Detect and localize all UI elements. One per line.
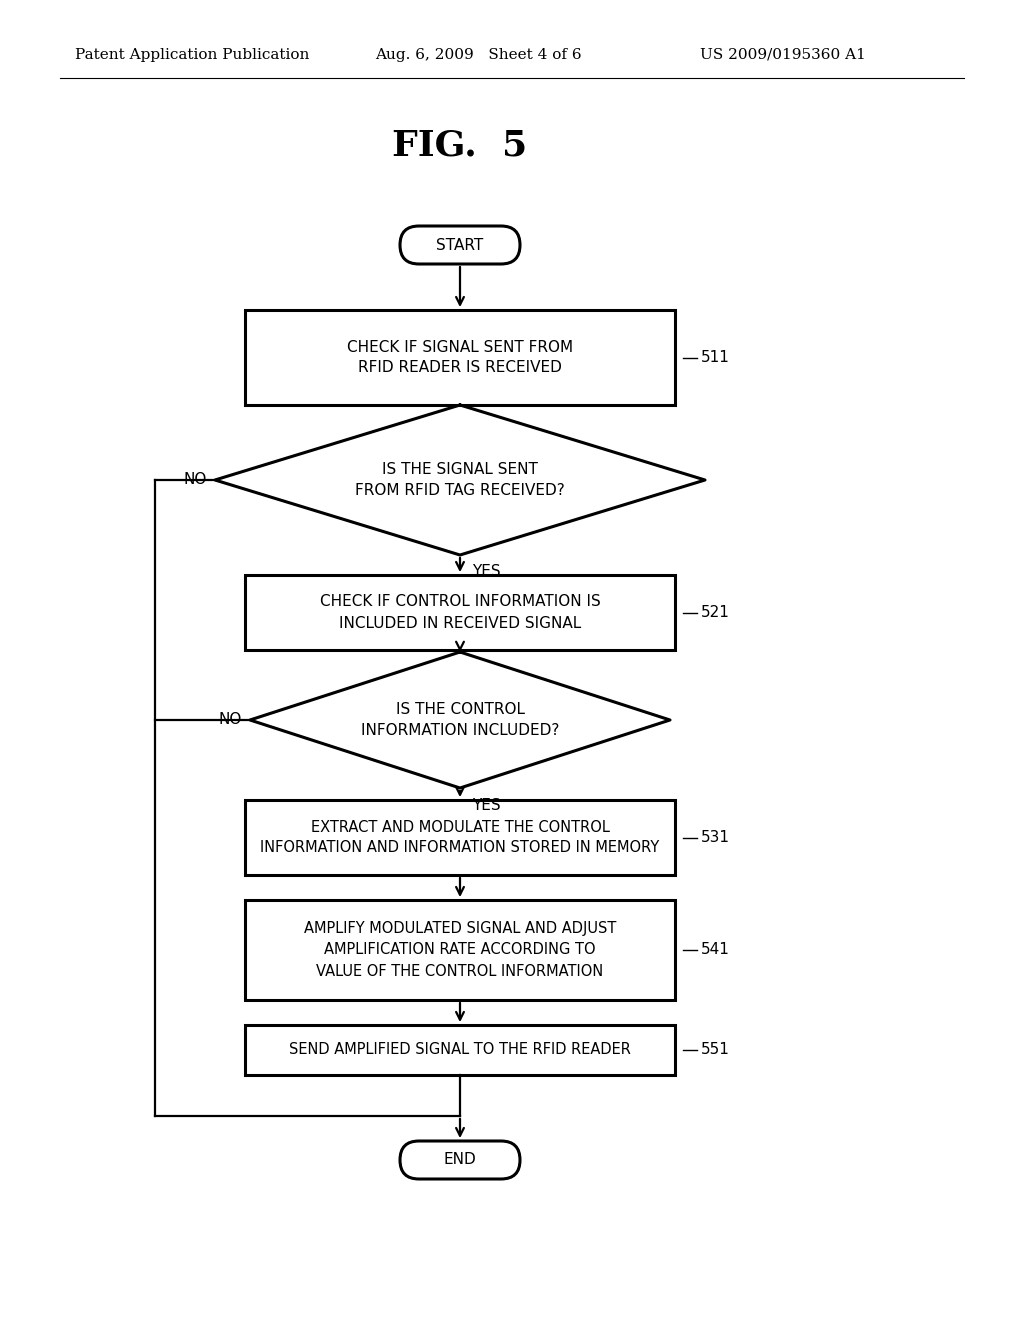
Text: CHECK IF SIGNAL SENT FROM
RFID READER IS RECEIVED: CHECK IF SIGNAL SENT FROM RFID READER IS…: [347, 339, 573, 375]
Text: Patent Application Publication: Patent Application Publication: [75, 48, 309, 62]
FancyBboxPatch shape: [400, 226, 520, 264]
FancyBboxPatch shape: [400, 1140, 520, 1179]
Bar: [245, 900, 675, 1001]
Text: NO: NO: [219, 713, 242, 727]
Text: END: END: [443, 1152, 476, 1167]
Bar: [245, 310, 675, 405]
Text: FIG.  5: FIG. 5: [392, 128, 527, 162]
Text: US 2009/0195360 A1: US 2009/0195360 A1: [700, 48, 866, 62]
Text: YES: YES: [472, 565, 501, 579]
Text: EXTRACT AND MODULATE THE CONTROL
INFORMATION AND INFORMATION STORED IN MEMORY: EXTRACT AND MODULATE THE CONTROL INFORMA…: [260, 820, 659, 855]
Text: SEND AMPLIFIED SIGNAL TO THE RFID READER: SEND AMPLIFIED SIGNAL TO THE RFID READER: [289, 1043, 631, 1057]
Text: IS THE SIGNAL SENT
FROM RFID TAG RECEIVED?: IS THE SIGNAL SENT FROM RFID TAG RECEIVE…: [355, 462, 565, 498]
Text: 511: 511: [701, 350, 730, 366]
Text: 521: 521: [701, 605, 730, 620]
Text: AMPLIFY MODULATED SIGNAL AND ADJUST
AMPLIFICATION RATE ACCORDING TO
VALUE OF THE: AMPLIFY MODULATED SIGNAL AND ADJUST AMPL…: [304, 921, 616, 978]
Text: START: START: [436, 238, 483, 252]
Text: 551: 551: [701, 1043, 730, 1057]
Bar: [245, 1026, 675, 1074]
Bar: [245, 576, 675, 649]
Text: 531: 531: [701, 830, 730, 845]
Bar: [245, 800, 675, 875]
Text: CHECK IF CONTROL INFORMATION IS
INCLUDED IN RECEIVED SIGNAL: CHECK IF CONTROL INFORMATION IS INCLUDED…: [319, 594, 600, 631]
Text: Aug. 6, 2009   Sheet 4 of 6: Aug. 6, 2009 Sheet 4 of 6: [375, 48, 582, 62]
Text: 541: 541: [701, 942, 730, 957]
Text: YES: YES: [472, 797, 501, 813]
Text: IS THE CONTROL
INFORMATION INCLUDED?: IS THE CONTROL INFORMATION INCLUDED?: [360, 702, 559, 738]
Text: NO: NO: [183, 473, 207, 487]
